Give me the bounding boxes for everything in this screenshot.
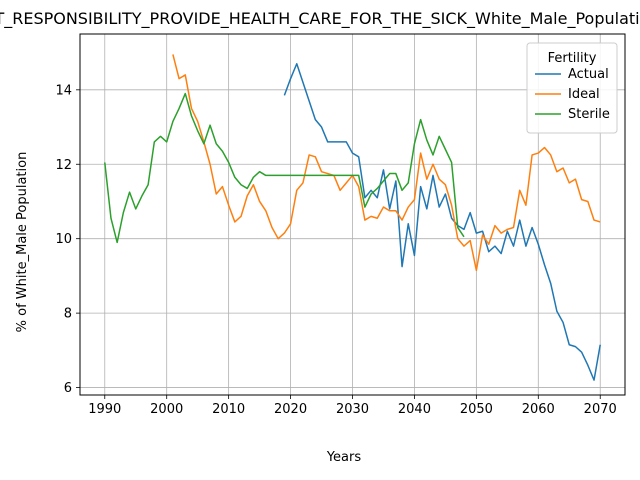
x-tick-label: 2040 <box>398 402 431 417</box>
y-tick-label: 6 <box>64 381 72 396</box>
y-tick-label: 8 <box>64 307 72 322</box>
x-tick-label: 2070 <box>584 402 617 417</box>
x-tick-label: 2050 <box>460 402 493 417</box>
y-axis-label: % of White_Male Population <box>15 152 30 333</box>
y-tick-label: 10 <box>55 232 72 247</box>
legend: Fertility Actual Ideal Sterile <box>526 42 618 134</box>
axis-ticks: 1990 2000 2010 2020 2030 2040 2050 2060 2070 6 8 10… <box>55 83 616 417</box>
x-tick-label: 2020 <box>274 402 307 417</box>
x-tick-label: 2000 <box>150 402 183 417</box>
series-line-ideal <box>172 54 601 272</box>
legend-box <box>526 42 618 134</box>
legend-items: Actual Ideal Sterile <box>535 67 610 122</box>
y-tick-label: 14 <box>55 83 72 98</box>
legend-label-actual: Actual <box>568 67 609 82</box>
y-tick-label: 12 <box>55 158 72 173</box>
x-tick-label: 1990 <box>88 402 121 417</box>
series-line-actual <box>283 63 601 381</box>
legend-label-ideal: Ideal <box>568 87 600 102</box>
series-layer <box>104 54 601 381</box>
series-line-sterile <box>104 92 465 244</box>
x-tick-label: 2060 <box>522 402 555 417</box>
x-axis-label: Years <box>326 450 362 465</box>
chart-title: NT_RESPONSIBILITY_PROVIDE_HEALTH_CARE_FO… <box>0 9 640 29</box>
x-tick-label: 2010 <box>212 402 245 417</box>
x-tick-label: 2030 <box>336 402 369 417</box>
legend-label-sterile: Sterile <box>568 107 610 122</box>
legend-title: Fertility <box>548 51 597 66</box>
